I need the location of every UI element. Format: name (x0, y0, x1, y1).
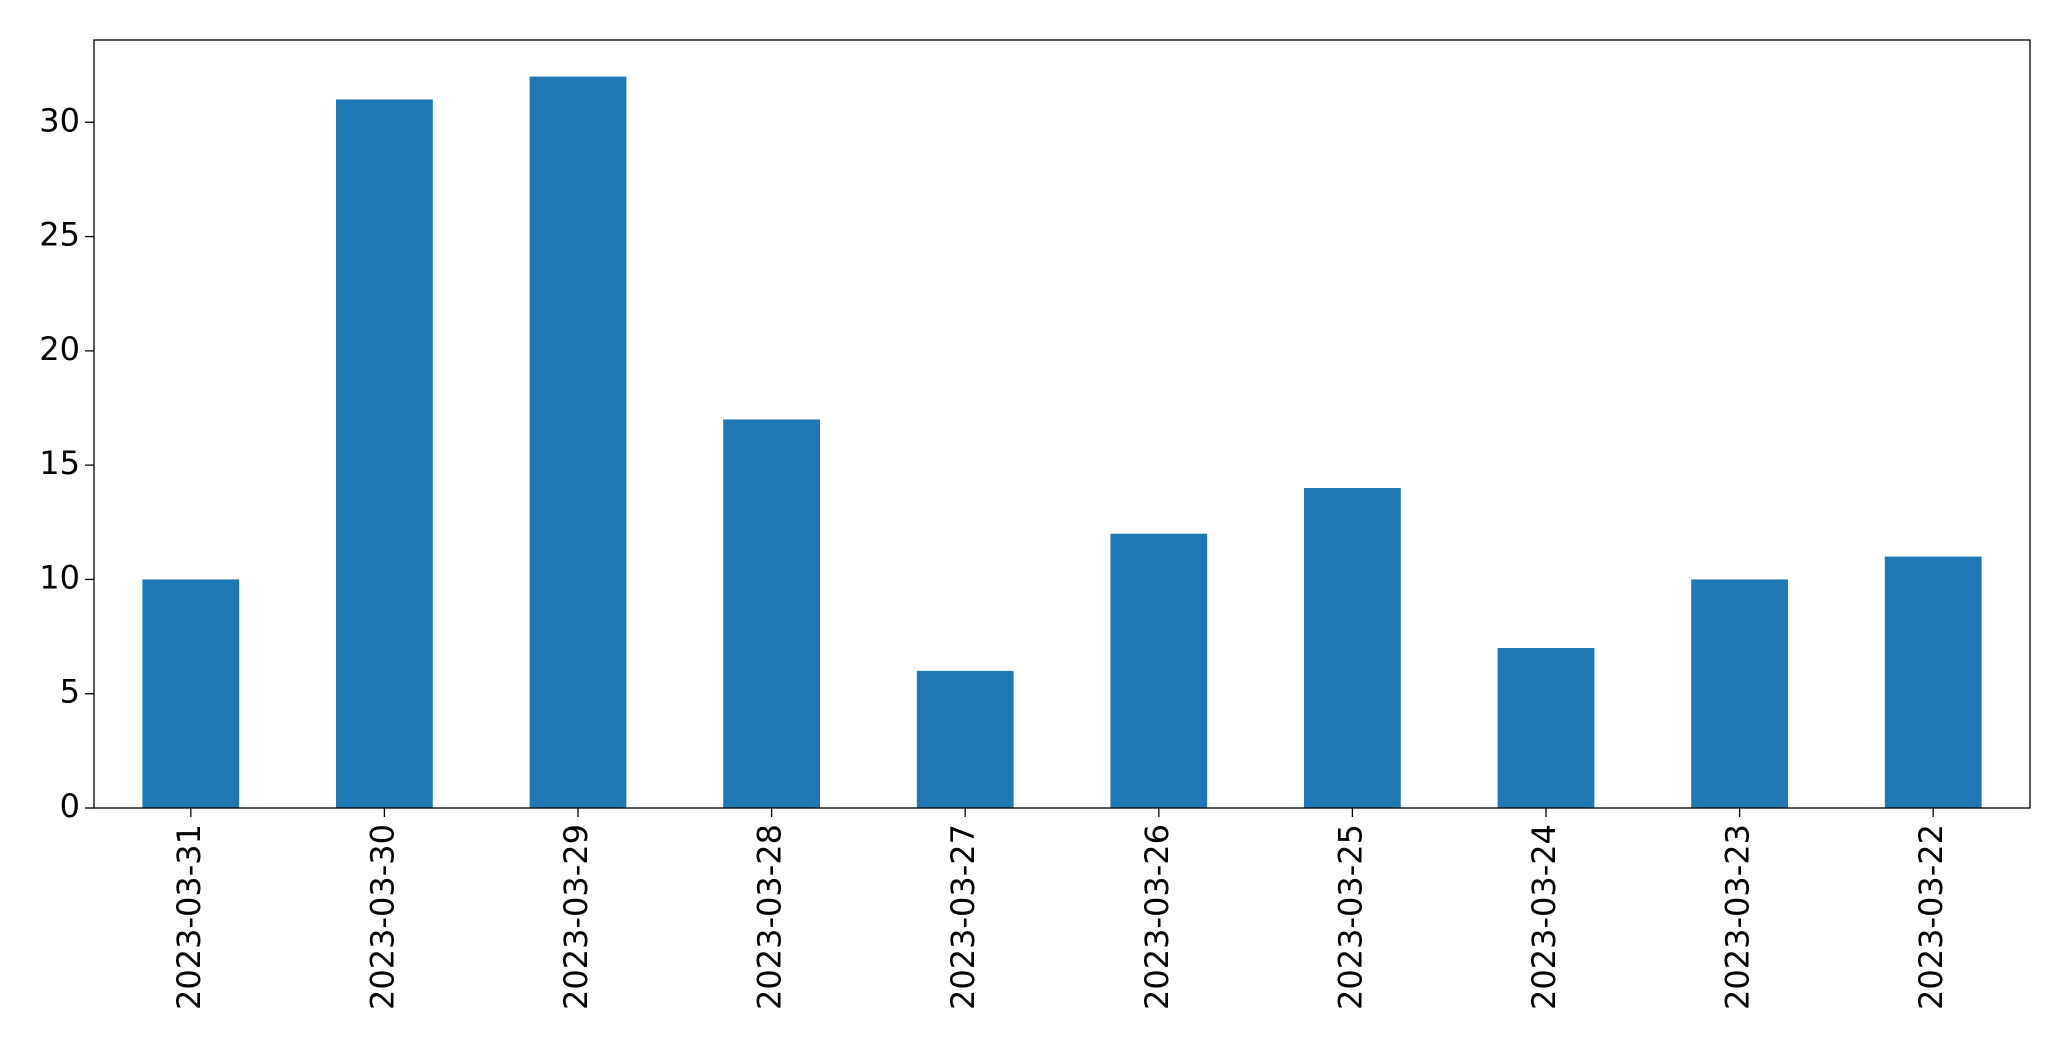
y-tick-label: 30 (39, 101, 80, 139)
bar (1497, 648, 1595, 808)
y-tick-label: 25 (39, 216, 80, 254)
x-tick-label: 2023-03-22 (1912, 824, 1950, 1010)
plot-frame (93, 39, 2031, 809)
bar (1691, 579, 1788, 808)
x-tick-label: 2023-03-29 (557, 824, 595, 1010)
bar (336, 99, 433, 808)
y-tick-label: 5 (60, 673, 80, 711)
bar (1884, 556, 1982, 808)
y-tick-label: 20 (39, 330, 80, 368)
bar (529, 76, 627, 809)
bar (723, 419, 820, 808)
x-tick-label: 2023-03-31 (170, 824, 208, 1010)
y-tick-label: 10 (39, 558, 80, 596)
x-tick-label: 2023-03-24 (1525, 824, 1563, 1010)
x-tick-label: 2023-03-30 (363, 824, 401, 1010)
y-tick-label: 0 (60, 787, 80, 825)
x-tick-label: 2023-03-28 (751, 824, 789, 1010)
x-tick-label: 2023-03-26 (1138, 824, 1176, 1010)
bar (1304, 488, 1401, 808)
x-tick-label: 2023-03-27 (944, 824, 982, 1010)
x-tick-label: 2023-03-25 (1331, 824, 1369, 1010)
bar (1110, 533, 1208, 808)
x-tick-label: 2023-03-23 (1719, 824, 1757, 1010)
bar (142, 579, 240, 808)
y-tick-label: 15 (39, 444, 80, 482)
bar (916, 670, 1014, 808)
